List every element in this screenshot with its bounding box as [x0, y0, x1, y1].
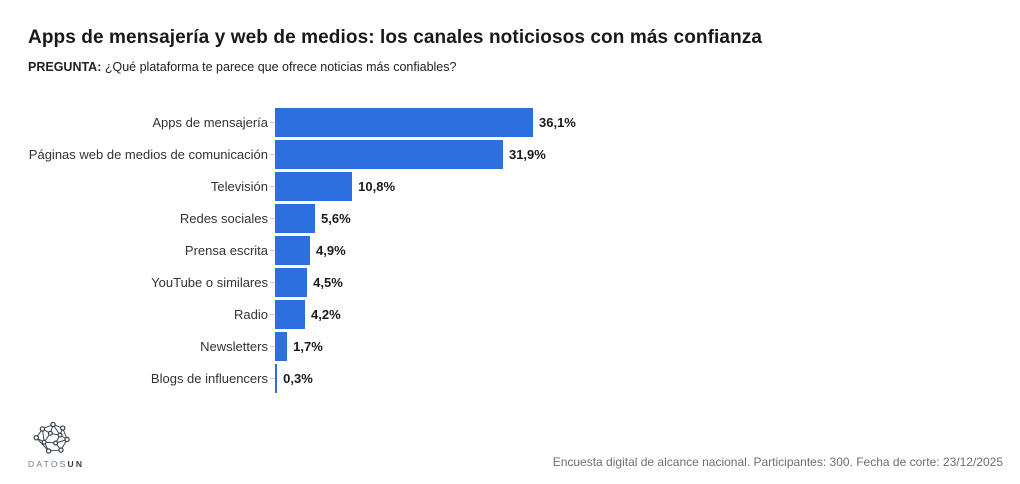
bar-chart: Apps de mensajería 36,1% Páginas web de me… — [0, 106, 1020, 394]
source-note: Encuesta digital de alcance nacional. Pa… — [552, 455, 1003, 469]
category-label: Redes sociales — [179, 210, 268, 226]
value-label: 4,5% — [313, 274, 343, 290]
category-label: YouTube o similares — [151, 274, 268, 290]
axis-tick — [270, 345, 275, 347]
chart-row: Apps de mensajería 36,1% — [28, 106, 1020, 138]
question-label: PREGUNTA: — [28, 60, 102, 74]
chart-subtitle: PREGUNTA: ¿Qué plataforma te parece que … — [28, 59, 992, 75]
category-label: Apps de mensajería — [152, 114, 268, 130]
value-label: 0,3% — [283, 370, 313, 386]
chart-row: Newsletters 1,7% — [28, 330, 1020, 362]
chart-row: YouTube o similares 4,5% — [28, 266, 1020, 298]
value-label: 4,2% — [311, 306, 341, 322]
category-label: Radio — [234, 306, 268, 322]
chart-row: Redes sociales 5,6% — [28, 202, 1020, 234]
value-label: 5,6% — [321, 210, 351, 226]
bar[interactable] — [275, 171, 353, 201]
axis-tick — [270, 121, 275, 123]
axis-tick — [270, 313, 275, 315]
chart-row: Televisión 10,8% — [28, 170, 1020, 202]
bar[interactable] — [275, 235, 311, 265]
category-label: Newsletters — [200, 338, 268, 354]
axis-tick — [270, 153, 275, 155]
bar[interactable] — [275, 139, 503, 169]
logo-text-bold: UN — [67, 459, 85, 469]
question-text: ¿Qué plataforma te parece que ofrece not… — [104, 60, 457, 74]
value-label: 4,9% — [316, 242, 346, 258]
chart-header: Apps de mensajería y web de medios: los … — [0, 0, 1020, 75]
bar[interactable] — [275, 203, 316, 233]
chart-row: Páginas web de medios de comunicación 31,… — [28, 138, 1020, 170]
bar[interactable] — [275, 363, 278, 393]
page-title: Apps de mensajería y web de medios: los … — [28, 27, 763, 48]
axis-tick — [270, 185, 275, 187]
bar[interactable] — [275, 267, 308, 297]
bar[interactable] — [275, 107, 533, 137]
bar[interactable] — [275, 299, 306, 329]
logo-text-light: DATOS — [28, 459, 68, 469]
category-label: Televisión — [210, 178, 268, 194]
datosun-logo: DATOSUN — [28, 421, 88, 469]
value-label: 36,1% — [539, 114, 576, 130]
value-label: 10,8% — [358, 178, 396, 194]
logo-wordmark: DATOSUN — [28, 459, 88, 469]
chart-row: Radio 4,2% — [28, 298, 1020, 330]
category-label: Blogs de influencers — [150, 370, 268, 386]
value-label: 31,9% — [508, 146, 546, 162]
chart-row: Blogs de influencers 0,3% — [28, 362, 1020, 394]
axis-tick — [270, 281, 275, 283]
network-graph-icon — [33, 421, 70, 454]
axis-tick — [270, 249, 275, 251]
chart-row: Prensa escrita 4,9% — [28, 234, 1020, 266]
value-label: 1,7% — [293, 338, 323, 354]
category-label: Páginas web de medios de comunicación — [28, 146, 268, 162]
axis-tick — [270, 377, 275, 379]
category-label: Prensa escrita — [184, 242, 268, 258]
axis-tick — [270, 217, 275, 219]
bar[interactable] — [275, 331, 288, 361]
